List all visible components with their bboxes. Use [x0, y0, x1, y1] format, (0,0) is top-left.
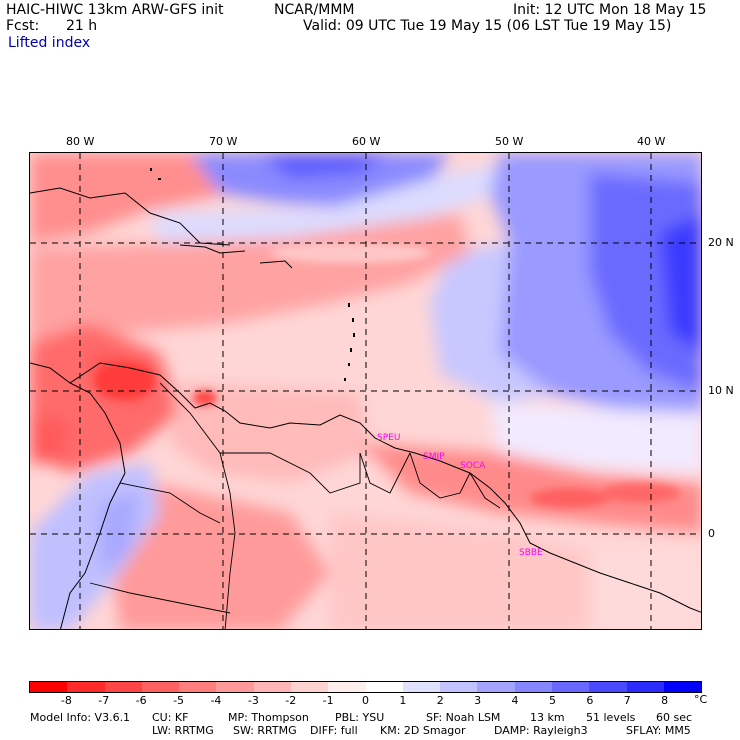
- footer-sflay: SFLAY: MM5: [626, 724, 691, 737]
- lat-lon-grid: [30, 153, 701, 629]
- fcst-value: 21 h: [66, 18, 98, 34]
- colorbar-tick-label: -2: [285, 694, 297, 707]
- org-label: NCAR/MMM: [274, 2, 355, 18]
- footer-sw: SW: RRTMG: [233, 724, 297, 737]
- colorbar-tick-label: -1: [322, 694, 334, 707]
- colorbar-swatch: [514, 682, 552, 692]
- footer-mp: MP: Thompson: [228, 711, 309, 724]
- colorbar-tick-label: 8: [661, 694, 669, 707]
- footer-cu: CU: KF: [152, 711, 189, 724]
- footer-km: KM: 2D Smagor: [380, 724, 466, 737]
- lat-label-0: 0: [708, 527, 715, 540]
- colorbar-swatch: [551, 682, 590, 692]
- colorbar-swatch: [663, 682, 702, 692]
- station-sbbe: SBBE: [519, 548, 543, 558]
- init-time: Init: 12 UTC Mon 18 May 15: [513, 2, 707, 18]
- fcst-label: Fcst:: [6, 18, 40, 34]
- footer-lw: LW: RRTMG: [152, 724, 214, 737]
- lifted-index-field: [30, 153, 701, 629]
- colorbar-tick-label: -3: [247, 694, 259, 707]
- colorbar-tick-label: 5: [548, 694, 556, 707]
- colorbar-swatch: [30, 682, 68, 692]
- footer-pbl: PBL: YSU: [335, 711, 385, 724]
- station-soca: SOCA: [460, 461, 486, 471]
- map-canvas: [30, 153, 701, 629]
- colorbar-unit: °C: [694, 693, 708, 706]
- colorbar-swatch: [290, 682, 329, 692]
- valid-time: Valid: 09 UTC Tue 19 May 15 (06 LST Tue …: [303, 18, 672, 34]
- colorbar-swatch: [402, 682, 441, 692]
- lon-label-60w: 60 W: [352, 135, 381, 148]
- colorbar-tick-label: 1: [399, 694, 407, 707]
- colorbar-tick-label: -4: [210, 694, 222, 707]
- footer-diff: DIFF: full: [310, 724, 358, 737]
- footer-model-info: Model Info: V3.6.1: [30, 711, 131, 724]
- colorbar-tick-label: -6: [135, 694, 147, 707]
- footer-sf: SF: Noah LSM: [426, 711, 501, 724]
- colorbar-tick-label: -7: [98, 694, 110, 707]
- field-name: Lifted index: [8, 35, 91, 51]
- lon-label-80w: 80 W: [66, 135, 95, 148]
- colorbar-tick-label: 4: [511, 694, 519, 707]
- colorbar-swatch: [216, 682, 254, 692]
- footer-levels: 51 levels: [586, 711, 636, 724]
- lon-label-50w: 50 W: [495, 135, 524, 148]
- colorbar-tick-label: 2: [436, 694, 444, 707]
- colorbar-tick-label: 6: [586, 694, 594, 707]
- colorbar-swatch: [253, 682, 291, 692]
- lat-label-20n: 20 N: [708, 236, 734, 249]
- lat-label-10n: 10 N: [708, 384, 734, 397]
- lon-label-40w: 40 W: [637, 135, 666, 148]
- colorbar: [29, 681, 702, 693]
- coastlines: [30, 187, 701, 629]
- footer-resolution: 13 km: [530, 711, 565, 724]
- footer-timestep: 60 sec: [656, 711, 693, 724]
- colorbar-swatch: [67, 682, 105, 692]
- colorbar-swatch: [141, 682, 180, 692]
- station-speu: SPEU: [377, 433, 401, 443]
- colorbar-tick-label: 3: [474, 694, 482, 707]
- colorbar-swatch: [477, 682, 515, 692]
- island-chain: [150, 168, 355, 381]
- colorbar-swatch: [440, 682, 478, 692]
- colorbar-swatch: [365, 682, 403, 692]
- colorbar-tick-label: 7: [623, 694, 631, 707]
- colorbar-swatch: [626, 682, 664, 692]
- colorbar-tick-label: -5: [173, 694, 185, 707]
- station-smjp: SMJP: [423, 452, 445, 462]
- colorbar-swatch: [104, 682, 142, 692]
- colorbar-swatch: [328, 682, 366, 692]
- lifted-index-map: [29, 152, 702, 630]
- lon-label-70w: 70 W: [209, 135, 238, 148]
- country-borders: [89, 382, 501, 629]
- colorbar-tick-label: 0: [362, 694, 369, 707]
- colorbar-tick-label: -8: [60, 694, 72, 707]
- colorbar-swatch: [589, 682, 627, 692]
- li-detail-patches: [95, 243, 680, 508]
- footer-damp: DAMP: Rayleigh3: [494, 724, 588, 737]
- model-title: HAIC-HIWC 13km ARW-GFS init: [6, 2, 224, 18]
- colorbar-swatch: [179, 682, 217, 692]
